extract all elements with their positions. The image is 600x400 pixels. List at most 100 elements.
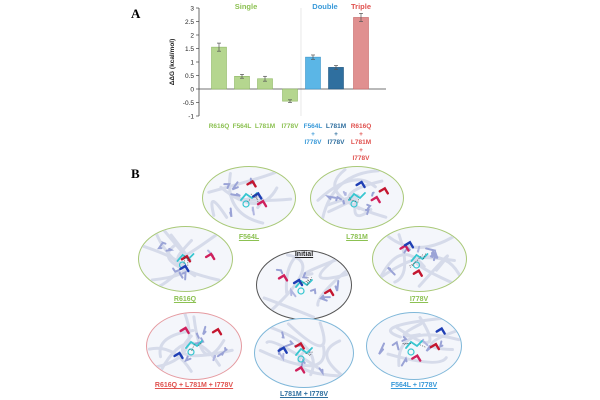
- protein-ribbon: [228, 193, 293, 202]
- residue-stick: [195, 332, 200, 339]
- ligand-stick: [410, 253, 429, 262]
- panel-a-label: A: [131, 6, 141, 21]
- structure-label-l781m: L781M: [346, 234, 368, 241]
- x-tick-label: I778V: [305, 139, 323, 146]
- mutated-residue: [179, 326, 190, 335]
- residue-stick: [335, 195, 343, 202]
- hydrogen-bond: [191, 344, 195, 351]
- ligand-stick: [295, 279, 313, 288]
- protein-ribbon: [316, 178, 377, 202]
- bar-r616q: [211, 46, 227, 90]
- mutated-residue: [403, 240, 415, 249]
- mutated-residue: [294, 365, 306, 374]
- protein-ribbon: [393, 233, 407, 284]
- structure-label-initial: Initial: [294, 251, 314, 258]
- residue-stick: [165, 247, 175, 252]
- residue-stick: [212, 354, 217, 362]
- residue-stick: [416, 245, 421, 253]
- group-title-double: Double: [312, 2, 337, 11]
- structure-f564l-i778v: [366, 312, 462, 380]
- x-tick-label: F564L: [233, 123, 252, 130]
- protein-ribbon: [284, 252, 300, 295]
- residue-stick: [157, 242, 164, 250]
- residue-stick: [319, 294, 328, 302]
- mutated-residue: [180, 254, 192, 263]
- residue-stick: [378, 342, 385, 355]
- ligand-stick: [348, 192, 366, 201]
- hydrogen-bond: [305, 353, 312, 356]
- residue-stick: [251, 206, 255, 216]
- x-tick-label: R616Q: [351, 123, 372, 130]
- y-tick-label: 0.5: [185, 73, 194, 80]
- mutated-residue: [429, 342, 441, 351]
- mutated-residue: [411, 353, 422, 362]
- structure-l781m-i778v: [254, 318, 354, 388]
- structure-label-f564l-i778v: F564L + I778V: [390, 382, 438, 389]
- y-tick-label: 3: [190, 6, 194, 13]
- protein-ribbon: [325, 339, 347, 379]
- residue-stick: [400, 356, 408, 367]
- residue-stick: [300, 358, 306, 369]
- residue-stick: [224, 346, 228, 353]
- residue-stick: [425, 247, 437, 254]
- y-tick-label: 0: [190, 87, 194, 94]
- residue-stick: [229, 207, 233, 218]
- hydrogen-bond: [357, 199, 359, 205]
- structure-label-f564l: F564L: [238, 234, 260, 241]
- ddg-bar-chart: -1 -0.5 0 0.5 1 1.5 2 2.5 3 ΔΔG (kcal/mol) Single D…: [169, 2, 386, 162]
- protein-ribbon: [166, 241, 221, 282]
- structure-label-i778v: I778V: [409, 296, 429, 303]
- protein-ribbon: [333, 168, 388, 219]
- residue-stick: [277, 351, 285, 362]
- group-title-triple: Triple: [351, 2, 371, 11]
- residue-stick: [324, 195, 337, 200]
- mutated-residue: [256, 199, 268, 208]
- residue-stick: [231, 186, 239, 191]
- hydrogen-bond: [409, 254, 423, 269]
- structure-drawing: [316, 168, 389, 221]
- panel-b-label: B: [131, 166, 140, 181]
- protein-ribbon: [417, 254, 449, 288]
- protein-ribbon: [388, 316, 446, 339]
- structure-drawing: [262, 251, 351, 319]
- residue-stick: [202, 325, 207, 336]
- structure-drawing: [147, 313, 234, 379]
- protein-ribbon: [286, 321, 326, 348]
- residue-stick: [342, 190, 347, 197]
- ligand-ring: [412, 261, 421, 269]
- y-tick-label: 2: [190, 33, 194, 40]
- ligand-ring: [407, 348, 415, 356]
- protein-ribbon: [181, 334, 234, 358]
- protein-ribbon: [316, 266, 351, 307]
- residue-stick: [401, 335, 408, 342]
- hydrogen-bond: [422, 253, 426, 260]
- structure-label-triple: R616Q + L781M + I778V: [154, 382, 234, 389]
- mutated-residue: [412, 269, 423, 277]
- x-tick-label: I778V: [328, 139, 346, 146]
- protein-ribbon: [207, 167, 282, 194]
- x-tick-label: +: [311, 131, 315, 138]
- residue-stick: [284, 340, 295, 348]
- residue-stick: [178, 271, 184, 279]
- protein-ribbon: [210, 199, 229, 219]
- protein-ribbon: [219, 185, 279, 205]
- x-tick-label: R616Q: [209, 123, 230, 130]
- residue-stick: [233, 181, 239, 188]
- bar-f564l-i778v: [305, 56, 321, 90]
- mutated-residue: [294, 341, 305, 350]
- mutated-residue: [435, 326, 446, 335]
- residue-stick: [438, 340, 444, 348]
- group-title-single: Single: [235, 2, 258, 11]
- mutated-residue: [252, 191, 263, 200]
- structure-i778v: [372, 226, 467, 292]
- x-tick-label: L781M: [351, 139, 371, 146]
- x-tick-label: I778V: [353, 155, 371, 162]
- structure-label-l781m-i778v: L781M + I778V: [279, 391, 329, 398]
- mutated-residue: [211, 327, 223, 336]
- protein-ribbon: [377, 227, 465, 249]
- protein-ribbon: [395, 315, 432, 344]
- ligand-ring: [242, 200, 250, 208]
- ligand-ring: [350, 200, 358, 208]
- residue-stick: [223, 183, 231, 189]
- ligand-stick: [405, 340, 423, 349]
